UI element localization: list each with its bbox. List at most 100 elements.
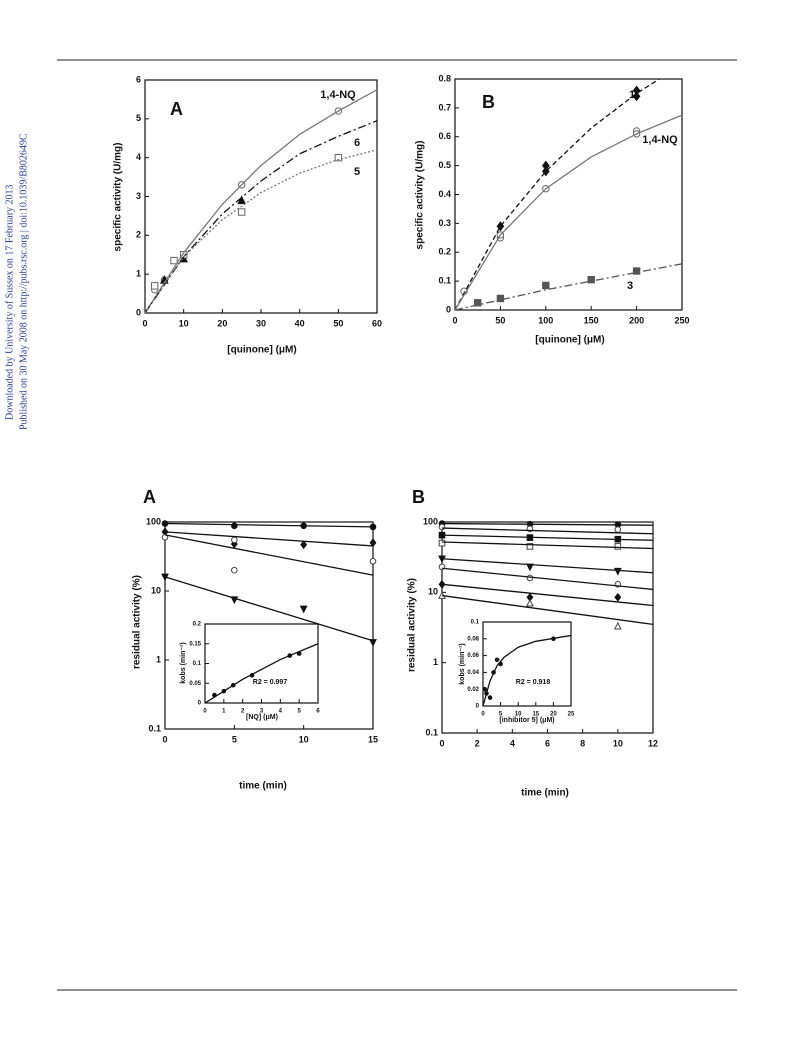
data-point xyxy=(526,543,534,550)
x-tick-label: 0 xyxy=(452,315,457,325)
panel-label: A xyxy=(143,487,156,507)
y-tick-label: 0 xyxy=(446,304,451,314)
data-point xyxy=(632,267,641,275)
x-axis-label: [quinone] (μM) xyxy=(227,345,296,356)
x-tick-label: 20 xyxy=(550,712,557,718)
data-point xyxy=(613,621,622,630)
data-point xyxy=(438,539,446,547)
y-tick-label: 0.04 xyxy=(467,670,479,676)
y-tick-label: 0.1 xyxy=(425,727,438,737)
fit-line xyxy=(441,567,654,591)
x-tick-label: 150 xyxy=(584,315,599,325)
fit-line xyxy=(164,522,374,528)
fit-line xyxy=(454,263,683,311)
x-tick-label: 25 xyxy=(568,712,575,718)
y-axis-label: residual activity (%) xyxy=(132,575,143,669)
x-axis-label: [quinone] (μM) xyxy=(535,335,604,346)
y-tick-label: 2 xyxy=(136,230,141,240)
x-tick-label: 6 xyxy=(316,709,320,715)
y-tick-label: 100 xyxy=(423,516,438,526)
y-tick-label: 0 xyxy=(198,701,202,707)
x-tick-label: 12 xyxy=(648,738,658,748)
x-tick-label: 2 xyxy=(475,738,480,748)
data-point xyxy=(161,534,169,541)
y-tick-label: 0.7 xyxy=(438,102,451,112)
x-axis-label: time (min) xyxy=(521,788,569,799)
y-tick-label: 10 xyxy=(151,585,161,595)
data-point xyxy=(369,557,377,565)
y-tick-label: 1 xyxy=(136,269,141,279)
x-tick-label: 0 xyxy=(162,734,167,744)
data-point xyxy=(474,299,482,307)
series-label: 1,4-NQ xyxy=(642,134,678,146)
y-tick-label: 5 xyxy=(136,113,141,123)
fit-line xyxy=(441,558,654,574)
fit-line xyxy=(441,594,654,626)
y-tick-label: 6 xyxy=(136,74,141,84)
fit-line xyxy=(482,634,572,707)
data-point xyxy=(494,657,500,663)
series-label: 6 xyxy=(354,137,360,149)
x-tick-label: 5 xyxy=(297,709,301,715)
x-tick-label: 10 xyxy=(515,712,522,718)
x-tick-label: 10 xyxy=(613,738,623,748)
y-axis-label: residual activity (%) xyxy=(407,578,418,672)
x-tick-label: 0 xyxy=(203,709,207,715)
panel-label: B xyxy=(482,92,495,112)
annotation: R2 = 0.918 xyxy=(516,679,551,686)
data-point xyxy=(614,592,622,602)
data-point xyxy=(542,281,550,290)
data-point xyxy=(438,523,446,531)
y-tick-label: 0.1 xyxy=(193,661,202,667)
data-point xyxy=(237,195,246,205)
fit-line xyxy=(441,522,654,526)
x-axis-label: [NQ] (μM) xyxy=(246,714,278,721)
fit-line xyxy=(441,583,654,607)
x-tick-label: 4 xyxy=(510,738,515,748)
data-point xyxy=(179,251,188,259)
data-point xyxy=(482,686,488,692)
x-tick-label: 4 xyxy=(279,709,283,715)
y-tick-label: 0.6 xyxy=(438,131,451,141)
y-axis-label: specific activity (U/mg) xyxy=(415,141,426,250)
y-tick-label: 0.5 xyxy=(438,160,451,170)
fit-line xyxy=(441,527,654,535)
fit-line xyxy=(441,534,654,541)
y-tick-label: 0.06 xyxy=(467,653,479,659)
plot-frame xyxy=(482,621,572,707)
x-tick-label: 100 xyxy=(538,315,553,325)
x-tick-label: 1 xyxy=(222,709,226,715)
x-tick-label: 10 xyxy=(179,318,189,328)
x-tick-label: 20 xyxy=(217,318,227,328)
annotation: R2 = 0.997 xyxy=(253,679,288,686)
y-tick-label: 0.2 xyxy=(438,247,451,257)
y-tick-label: 0.1 xyxy=(438,276,451,286)
plot-frame xyxy=(144,79,378,314)
data-point xyxy=(496,294,505,303)
x-tick-label: 15 xyxy=(532,712,539,718)
y-axis-label: specific activity (U/mg) xyxy=(113,143,124,252)
x-tick-label: 5 xyxy=(232,734,237,744)
y-tick-label: 3 xyxy=(136,191,141,201)
data-point xyxy=(150,282,159,290)
data-point xyxy=(299,605,308,614)
y-axis-label: kobs (min⁻¹) xyxy=(180,642,187,683)
data-point xyxy=(237,208,246,216)
fit-line xyxy=(144,89,378,314)
y-tick-label: 1 xyxy=(156,654,161,664)
y-tick-label: 0.02 xyxy=(467,687,479,693)
x-tick-label: 200 xyxy=(629,315,644,325)
x-tick-label: 3 xyxy=(260,709,264,715)
data-point xyxy=(526,574,534,582)
data-point xyxy=(614,543,622,550)
series-label: 5 xyxy=(354,166,360,178)
series-label: 3 xyxy=(627,280,633,292)
x-tick-label: 15 xyxy=(368,734,378,744)
data-point xyxy=(231,522,238,530)
x-axis-label: time (min) xyxy=(239,781,287,792)
y-axis-label: kobs (min⁻¹) xyxy=(459,643,466,684)
y-tick-label: 0.3 xyxy=(438,218,451,228)
x-tick-label: 0 xyxy=(481,712,485,718)
y-tick-label: 0.1 xyxy=(148,723,161,733)
